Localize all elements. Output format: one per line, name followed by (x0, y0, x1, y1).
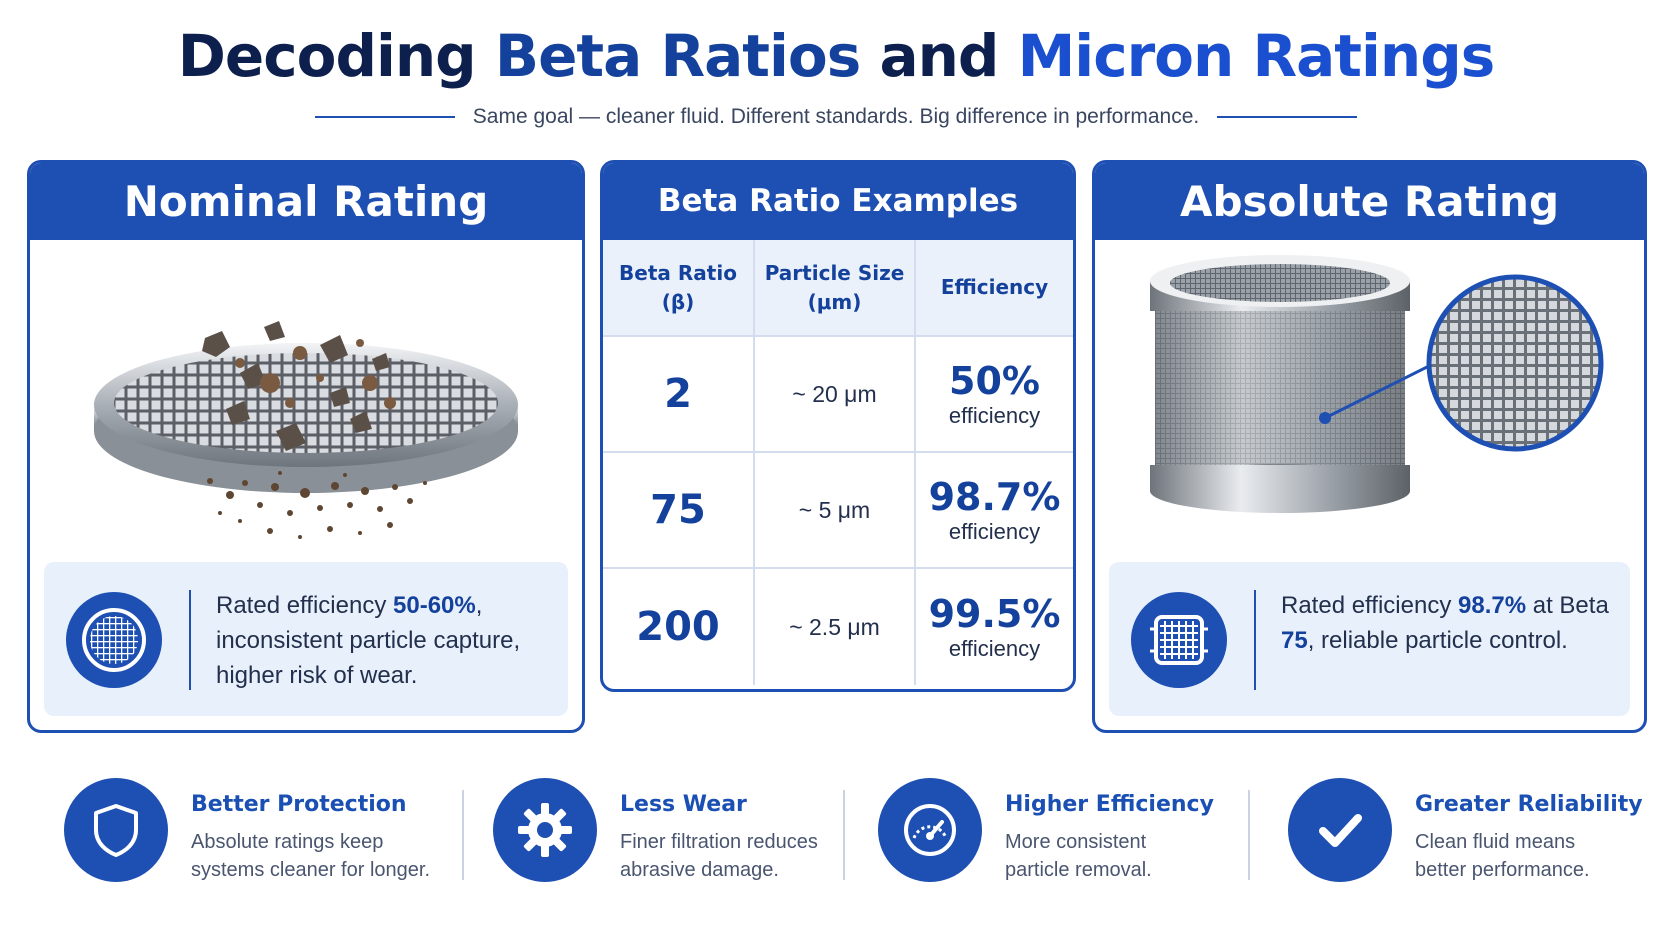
nominal-info-box: Rated efficiency 50-60%, inconsistent pa… (44, 562, 568, 716)
nominal-text-bold: 50-60% (393, 592, 476, 619)
beta-ratio-heading: Beta Ratio Examples (603, 163, 1073, 240)
feature-description: Absolute ratings keep systems cleaner for… (191, 828, 430, 884)
subtitle-row: Same goal — cleaner fluid. Different sta… (0, 100, 1672, 134)
efficiency-value: 50% (949, 359, 1040, 403)
feature-description-line: particle removal. (1005, 859, 1152, 881)
efficiency-label: efficiency (948, 636, 1041, 661)
feature-description-line: abrasive damage. (620, 859, 779, 881)
column-header-size: Particle Size (μm) (755, 240, 916, 335)
nominal-text-post: , inconsistent particle capture, higher … (216, 592, 521, 689)
efficiency-label: efficiency (948, 403, 1041, 428)
feature-description-line: Finer filtration reduces (620, 831, 818, 853)
mesh-circle-icon (66, 592, 162, 688)
feature-separator (843, 790, 845, 880)
absolute-text-pre: Rated efficiency (1281, 592, 1458, 619)
feature-title: Higher Efficiency (1005, 792, 1214, 817)
beta-value: 2 (664, 371, 692, 417)
absolute-info-box: Rated efficiency 98.7% at Beta 75, relia… (1109, 562, 1630, 716)
title-part-decoding: Decoding (177, 22, 495, 90)
feature-higher-efficiency: Higher Efficiency More consistent particl… (878, 770, 1248, 882)
absolute-info-text: Rated efficiency 98.7% at Beta 75, relia… (1281, 588, 1614, 658)
subtitle-line-right (1217, 116, 1358, 118)
title-part-beta-ratios: Beta Ratios (494, 22, 861, 90)
absolute-text-mid: at Beta (1526, 592, 1609, 619)
page-title: Decoding Beta Ratios and Micron Ratings (0, 22, 1672, 90)
table-header-row: Beta Ratio (β) Particle Size (μm) Effici… (603, 240, 1073, 337)
feature-description: More consistent particle removal. (1005, 828, 1152, 884)
shield-icon (64, 778, 168, 882)
nominal-rating-panel: Nominal Rating (27, 160, 585, 733)
particle-size: ~ 20 μm (792, 380, 877, 407)
mesh-square-icon (1131, 592, 1227, 688)
subtitle: Same goal — cleaner fluid. Different sta… (472, 105, 1200, 128)
feature-description-line: Absolute ratings keep (191, 831, 384, 853)
feature-better-protection: Better Protection Absolute ratings keep s… (64, 770, 454, 882)
table-row: 75 ~ 5 μm 98.7% efficiency (603, 453, 1073, 569)
subtitle-line-left (314, 116, 455, 118)
title-part-micron-ratings: Micron Ratings (1017, 22, 1496, 90)
gear-icon (493, 778, 597, 882)
nominal-info-divider (189, 590, 191, 690)
feature-separator (1248, 790, 1250, 880)
efficiency-label: efficiency (948, 519, 1041, 544)
feature-title: Less Wear (620, 792, 747, 817)
feature-less-wear: Less Wear Finer filtration reduces abrasi… (493, 770, 843, 882)
nominal-rating-heading: Nominal Rating (30, 163, 582, 240)
feature-description-line: better performance. (1415, 859, 1590, 881)
feature-title: Greater Reliability (1415, 792, 1643, 817)
absolute-rating-panel: Absolute Rating (1092, 160, 1647, 733)
beta-value: 75 (650, 487, 706, 533)
feature-title: Better Protection (191, 792, 407, 817)
particle-size: ~ 2.5 μm (789, 613, 880, 640)
table-row: 200 ~ 2.5 μm 99.5% efficiency (603, 569, 1073, 685)
beta-value: 200 (636, 604, 720, 650)
feature-separator (462, 790, 464, 880)
cartridge-filter-illustration (1150, 255, 1604, 513)
absolute-text-bold-efficiency: 98.7% (1458, 592, 1527, 619)
nominal-info-text: Rated efficiency 50-60%, inconsistent pa… (216, 588, 552, 693)
absolute-text-post: , reliable particle control. (1307, 627, 1568, 654)
feature-description-line: systems cleaner for longer. (191, 859, 430, 881)
beta-ratio-table: Beta Ratio (β) Particle Size (μm) Effici… (603, 240, 1073, 685)
beta-ratio-panel: Beta Ratio Examples Beta Ratio (β) Parti… (600, 160, 1076, 692)
checkmark-icon (1288, 778, 1392, 882)
title-part-and: and (860, 22, 1018, 90)
absolute-rating-heading: Absolute Rating (1095, 163, 1644, 240)
feature-description: Finer filtration reduces abrasive damage. (620, 828, 818, 884)
feature-description-line: Clean fluid means (1415, 831, 1576, 853)
gauge-icon (878, 778, 982, 882)
nominal-text-pre: Rated efficiency (216, 592, 393, 619)
absolute-info-divider (1254, 590, 1256, 690)
feature-greater-reliability: Greater Reliability Clean fluid means bet… (1288, 770, 1658, 882)
efficiency-value: 99.5% (928, 592, 1061, 636)
feature-description: Clean fluid means better performance. (1415, 828, 1590, 884)
column-header-beta: Beta Ratio (β) (603, 240, 755, 335)
particle-size: ~ 5 μm (798, 496, 871, 523)
column-header-efficiency: Efficiency (940, 275, 1049, 299)
feature-description-line: More consistent (1005, 831, 1147, 853)
sieve-illustration (94, 321, 518, 539)
efficiency-value: 98.7% (928, 475, 1061, 519)
table-row: 2 ~ 20 μm 50% efficiency (603, 337, 1073, 453)
features-row: Better Protection Absolute ratings keep s… (0, 770, 1672, 900)
absolute-text-bold-beta: 75 (1281, 627, 1308, 654)
